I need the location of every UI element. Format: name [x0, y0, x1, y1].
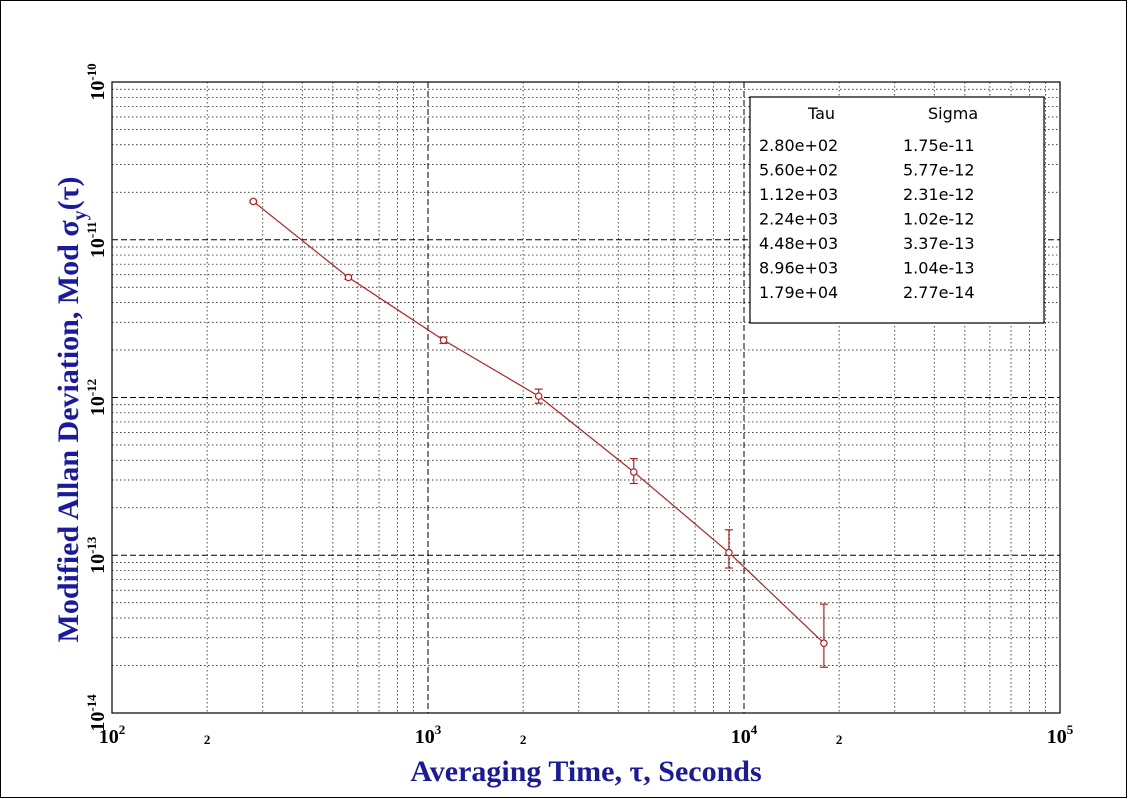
point-marker	[725, 548, 733, 557]
point-marker	[249, 197, 258, 206]
legend-sigma-value: 2.77e-14	[903, 283, 975, 302]
x-minor-tick-label: 2	[836, 732, 843, 747]
legend-tau-value: 5.60e+02	[759, 161, 838, 180]
y-axis-title-prefix: Modified Allan Deviation, Mod	[52, 237, 85, 643]
y-axis-title-suffix: (τ)	[52, 177, 85, 211]
data-point	[439, 336, 448, 345]
x-minor-tick-label: 2	[204, 732, 211, 747]
x-tick-labels: 102 103 104 105 2 2 2	[99, 722, 1074, 748]
x-tick-label: 103	[415, 722, 442, 748]
legend-sigma-value: 1.04e-13	[903, 259, 975, 278]
y-axis-title: Modified Allan Deviation, Mod σy(τ)	[52, 177, 91, 643]
legend-tau-value: 1.79e+04	[759, 283, 838, 302]
legend-tau-value: 4.48e+03	[759, 234, 838, 253]
data-point	[249, 197, 258, 206]
legend-sigma-value: 5.77e-12	[903, 161, 975, 180]
series-line	[252, 200, 825, 644]
point-marker	[534, 392, 543, 400]
legend-sigma-value: 1.02e-12	[903, 210, 975, 229]
x-axis-title: Averaging Time, τ, Seconds	[410, 755, 761, 788]
data-point	[344, 273, 353, 282]
legend-tau-value: 8.96e+03	[759, 259, 838, 278]
legend-tau-value: 2.24e+03	[759, 210, 838, 229]
data-point	[724, 529, 733, 569]
point-marker	[344, 273, 353, 282]
data-point	[819, 603, 828, 668]
x-tick-label: 102	[99, 722, 126, 748]
legend-table: Tau Sigma 2.80e+02 1.75e-11 5.60e+02 5.77e-12…	[749, 96, 1045, 324]
legend-sigma-value: 2.31e-12	[903, 185, 975, 204]
x-minor-tick-label: 2	[520, 732, 527, 747]
legend-box	[749, 96, 1045, 324]
x-tick-label: 104	[731, 722, 758, 748]
point-marker	[820, 639, 828, 647]
legend-sigma-value: 1.75e-11	[903, 136, 975, 155]
legend-header-sigma: Sigma	[928, 104, 978, 123]
legend-header-tau: Tau	[807, 104, 835, 123]
data-point	[534, 388, 543, 404]
y-tick-label: 10-11	[84, 221, 109, 258]
y-axis-title-sigma: σ	[52, 220, 85, 237]
data-series	[249, 197, 828, 668]
data-point	[629, 457, 638, 485]
y-tick-labels: 10-14 10-13 10-12 10-11 10-10	[84, 63, 109, 731]
point-marker	[630, 468, 638, 476]
legend-tau-value: 1.12e+03	[759, 185, 838, 204]
legend-tau-value: 2.80e+02	[759, 136, 838, 155]
point-marker	[439, 336, 448, 344]
y-tick-label: 10-12	[84, 379, 109, 416]
y-tick-label: 10-14	[84, 694, 109, 732]
y-tick-label: 10-13	[84, 536, 109, 574]
x-tick-label: 105	[1047, 722, 1074, 748]
y-tick-label: 10-10	[84, 63, 109, 100]
legend-sigma-value: 3.37e-13	[903, 234, 975, 253]
plot-border	[111, 81, 1061, 714]
y-axis-title-sub: y	[69, 210, 91, 220]
